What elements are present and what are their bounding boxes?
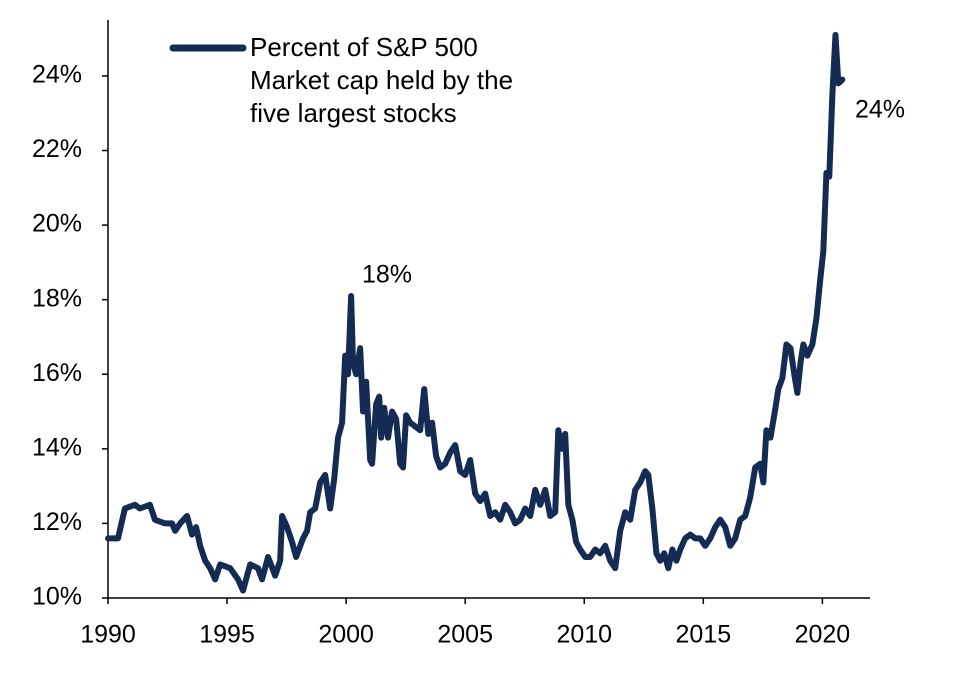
y-tick-label: 20% [32,210,82,238]
y-tick-label: 14% [32,433,82,461]
y-tick-label: 12% [32,508,82,536]
x-tick-label: 2005 [437,621,493,649]
legend-label: Percent of S&P 500 Market cap held by th… [250,32,514,128]
y-tick-label: 24% [32,61,82,89]
x-tick-label: 2000 [318,621,374,649]
x-tick-label: 2010 [556,621,612,649]
x-tick-label: 1995 [199,621,255,649]
annotation: 24% [855,96,905,124]
y-tick-label: 18% [32,284,82,312]
data-line [105,31,846,594]
y-tick-label: 22% [32,135,82,163]
x-tick-label: 1990 [80,621,136,649]
y-tick-label: 10% [32,583,82,611]
x-tick-label: 2015 [676,621,732,649]
annotation: 18% [362,261,412,289]
x-tick-label: 2020 [795,621,851,649]
y-tick-label: 16% [32,359,82,387]
